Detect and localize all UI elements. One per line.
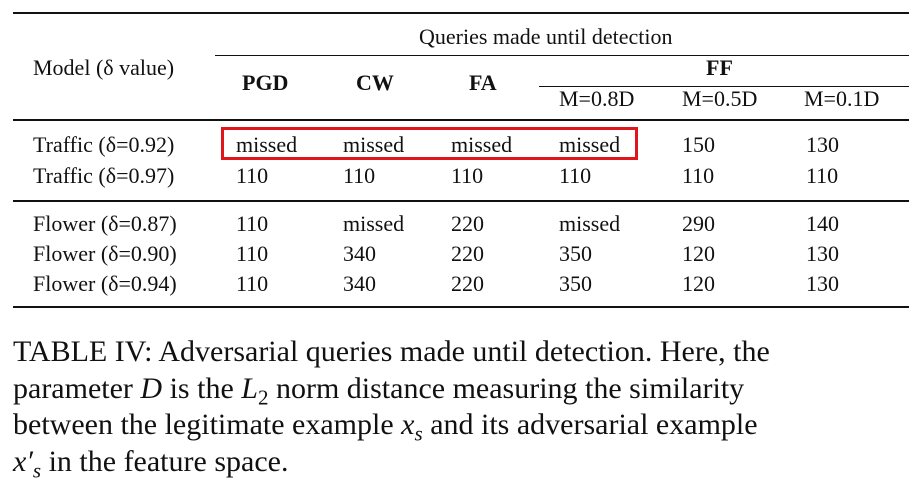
table-cell: missed bbox=[559, 132, 621, 157]
row-model-label: Traffic (δ=0.92) bbox=[33, 132, 175, 157]
method-header-fa: FA bbox=[469, 70, 497, 95]
table-cell: 110 bbox=[236, 211, 269, 236]
caption-text: norm distance measuring the similarity bbox=[268, 371, 745, 405]
table-cell: 150 bbox=[682, 132, 715, 157]
table-cell: 120 bbox=[682, 241, 715, 266]
caption-line-1: TABLE IV: Adversarial queries made until… bbox=[13, 335, 770, 368]
table-cell: 120 bbox=[682, 271, 715, 296]
table-cell: missed bbox=[559, 211, 621, 236]
caption-text: and its adversarial example bbox=[422, 408, 758, 441]
caption-math-l: L bbox=[241, 371, 258, 405]
table-cell: missed bbox=[343, 211, 405, 236]
caption-math-x-prime: x′ bbox=[13, 444, 33, 478]
table-cell: 220 bbox=[451, 241, 484, 266]
caption-text: parameter bbox=[13, 371, 141, 405]
caption-subscript: s bbox=[32, 457, 42, 482]
table-cell: 130 bbox=[806, 271, 839, 296]
missed-highlight-box bbox=[221, 127, 638, 160]
row-model-label: Flower (δ=0.87) bbox=[33, 211, 177, 236]
table-cell: 340 bbox=[343, 241, 376, 266]
table-cell: 140 bbox=[806, 211, 839, 236]
table-cell: 110 bbox=[343, 163, 376, 188]
ff-subheader-2: M=0.1D bbox=[804, 86, 880, 111]
table-cell: 350 bbox=[559, 271, 592, 296]
table-cell: 110 bbox=[806, 163, 839, 188]
caption-text: is the bbox=[162, 371, 242, 405]
table-caption: TABLE IV: Adversarial queries made until… bbox=[13, 334, 913, 480]
row-model-label: Flower (δ=0.94) bbox=[33, 271, 177, 296]
table-cell: 110 bbox=[236, 271, 269, 296]
header-bottom-rule bbox=[13, 119, 909, 121]
model-column-header: Model (δ value) bbox=[33, 55, 175, 80]
caption-text: in the feature space. bbox=[41, 444, 289, 478]
table-cell: 110 bbox=[682, 163, 715, 188]
table-bottom-rule bbox=[13, 306, 909, 308]
table-cell: 110 bbox=[451, 163, 484, 188]
group-header-rule bbox=[215, 55, 909, 56]
caption-subscript: s bbox=[414, 421, 423, 446]
table-cell: 130 bbox=[806, 241, 839, 266]
table-cell: 110 bbox=[559, 163, 592, 188]
row-model-label: Flower (δ=0.90) bbox=[33, 241, 177, 266]
table-cell: 340 bbox=[343, 271, 376, 296]
caption-math-d: D bbox=[140, 371, 163, 405]
caption-subscript: 2 bbox=[257, 384, 269, 409]
table-cell: 110 bbox=[236, 163, 269, 188]
section-divider-rule bbox=[13, 200, 909, 202]
table-cell: 220 bbox=[451, 211, 484, 236]
caption-text: between the legitimate example bbox=[13, 408, 402, 441]
caption-line-3: between the legitimate example xs and it… bbox=[13, 407, 913, 444]
table-top-rule bbox=[13, 12, 909, 14]
table-cell: 350 bbox=[559, 241, 592, 266]
ff-subheader-1: M=0.5D bbox=[682, 86, 758, 111]
caption-math-x: x bbox=[401, 408, 415, 441]
method-header-ff: FF bbox=[706, 55, 733, 80]
table-cell: 220 bbox=[451, 271, 484, 296]
row-model-label: Traffic (δ=0.97) bbox=[33, 163, 175, 188]
ff-header-rule bbox=[539, 86, 909, 87]
table-cell: missed bbox=[451, 132, 513, 157]
caption-line-4: x′s in the feature space. bbox=[13, 444, 913, 481]
table-cell: missed bbox=[343, 132, 405, 157]
table-cell: 130 bbox=[806, 132, 839, 157]
ff-subheader-0: M=0.8D bbox=[559, 86, 635, 111]
method-header-cw: CW bbox=[356, 70, 394, 95]
table-cell: missed bbox=[236, 132, 298, 157]
table-cell: 290 bbox=[682, 211, 715, 236]
group-header-title: Queries made until detection bbox=[419, 24, 673, 49]
method-header-pgd: PGD bbox=[242, 70, 289, 95]
caption-line-2: parameter D is the L2 norm distance meas… bbox=[13, 371, 913, 408]
table-cell: 110 bbox=[236, 241, 269, 266]
